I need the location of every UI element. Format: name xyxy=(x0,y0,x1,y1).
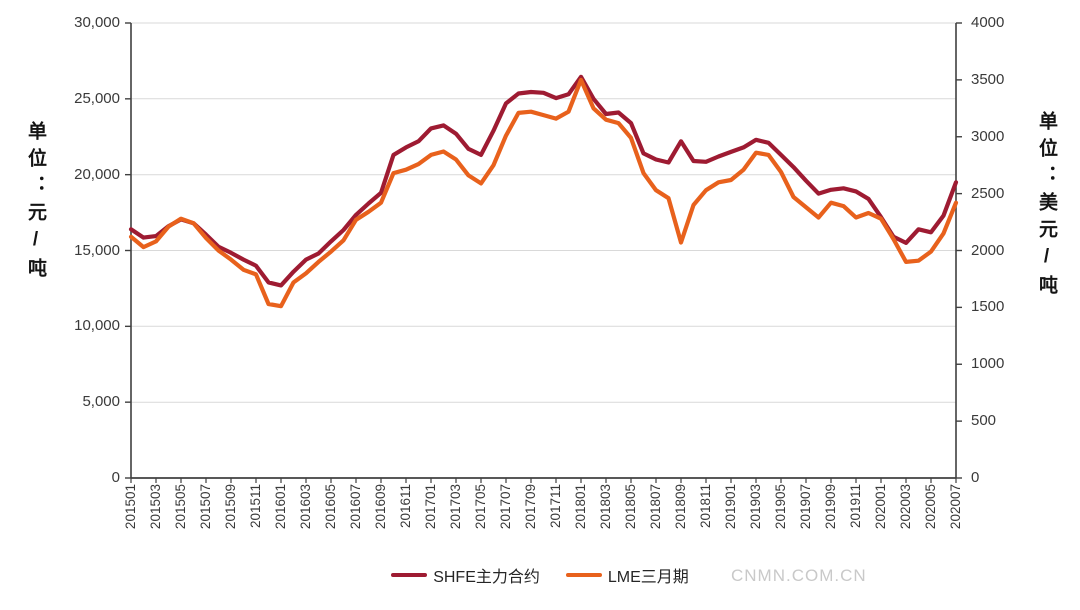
right-axis-tick-label: 2500 xyxy=(971,184,1005,202)
x-axis-label: 201609 xyxy=(373,484,388,530)
x-axis-label: 201903 xyxy=(748,484,763,530)
x-axis-label: 201605 xyxy=(323,484,338,530)
x-axis-label: 202001 xyxy=(873,484,888,530)
x-axis-label: 201905 xyxy=(773,484,788,530)
legend-label-shfe: SHFE主力合约 xyxy=(433,569,540,586)
x-axis-label: 201901 xyxy=(723,484,738,530)
x-axis-label: 201909 xyxy=(823,484,838,530)
lme-line-swatch xyxy=(565,572,602,578)
watermark: CNMN.COM.CN xyxy=(731,566,867,585)
left-axis-tick-label: 30,000 xyxy=(74,14,120,31)
x-axis-label: 201501 xyxy=(123,484,138,530)
right-axis-unit-label: 单位：美元/吨 xyxy=(1036,111,1057,302)
x-axis-label: 201907 xyxy=(798,484,813,530)
x-axis-label: 201507 xyxy=(198,484,213,530)
left-axis-tick-label: 0 xyxy=(111,469,120,486)
x-axis-label: 201601 xyxy=(273,484,288,530)
right-axis-tick-label: 3000 xyxy=(971,127,1005,145)
x-axis-label: 201703 xyxy=(448,484,463,530)
x-axis-label: 201509 xyxy=(223,484,238,530)
x-axis-label: 202003 xyxy=(898,484,913,530)
legend-item-lme: LME三月期 xyxy=(565,563,689,587)
plot-svg xyxy=(125,22,962,483)
right-axis-tick-label: 0 xyxy=(971,469,980,486)
x-axis-label: 201611 xyxy=(398,484,413,529)
right-axis-tick-label: 3500 xyxy=(971,70,1005,88)
x-axis-label: 201505 xyxy=(173,484,188,530)
left-axis-tick-label: 20,000 xyxy=(74,165,120,183)
shfe-series-line xyxy=(128,74,959,288)
legend-label-lme: LME三月期 xyxy=(607,569,689,586)
x-axis-label: 201805 xyxy=(623,484,638,530)
lme-series-line xyxy=(128,77,959,309)
right-axis-tick-label: 4000 xyxy=(971,14,1005,31)
left-axis-tick-label: 25,000 xyxy=(74,89,120,107)
x-axis-label: 202007 xyxy=(948,484,963,530)
x-axis-label: 201707 xyxy=(498,484,513,530)
x-axis-label: 201801 xyxy=(573,484,588,530)
right-axis-tick-label: 1500 xyxy=(971,298,1005,316)
left-axis-tick-label: 5,000 xyxy=(82,393,120,411)
x-axis-label: 201811 xyxy=(698,484,713,529)
x-axis-label: 202005 xyxy=(923,484,938,530)
x-axis-label: 201803 xyxy=(598,484,613,530)
x-axis-label: 201705 xyxy=(473,484,488,530)
x-axis-label: 201603 xyxy=(298,484,313,530)
x-axis-label: 201511 xyxy=(248,484,263,529)
x-axis-label: 201701 xyxy=(423,484,438,530)
x-axis-label: 201709 xyxy=(523,484,538,530)
x-axis-label: 201809 xyxy=(673,484,688,530)
x-axis-label: 201607 xyxy=(348,484,363,530)
shfe-line-swatch xyxy=(391,572,428,578)
left-axis-unit-label: 单位：元/吨 xyxy=(25,121,46,285)
left-axis-tick-label: 10,000 xyxy=(74,317,120,335)
right-axis-tick-label: 1000 xyxy=(971,355,1005,373)
legend: SHFE主力合约 LME三月期 xyxy=(0,561,1080,589)
x-axis-label: 201503 xyxy=(148,484,163,530)
legend-item-shfe: SHFE主力合约 xyxy=(391,563,540,587)
x-axis-label: 201911 xyxy=(848,484,863,529)
x-axis-label: 201711 xyxy=(548,484,563,529)
right-axis-tick-label: 2000 xyxy=(971,241,1005,259)
right-axis-tick-label: 500 xyxy=(971,412,997,430)
x-axis-label: 201807 xyxy=(648,484,663,530)
left-axis-tick-label: 15,000 xyxy=(74,241,120,259)
